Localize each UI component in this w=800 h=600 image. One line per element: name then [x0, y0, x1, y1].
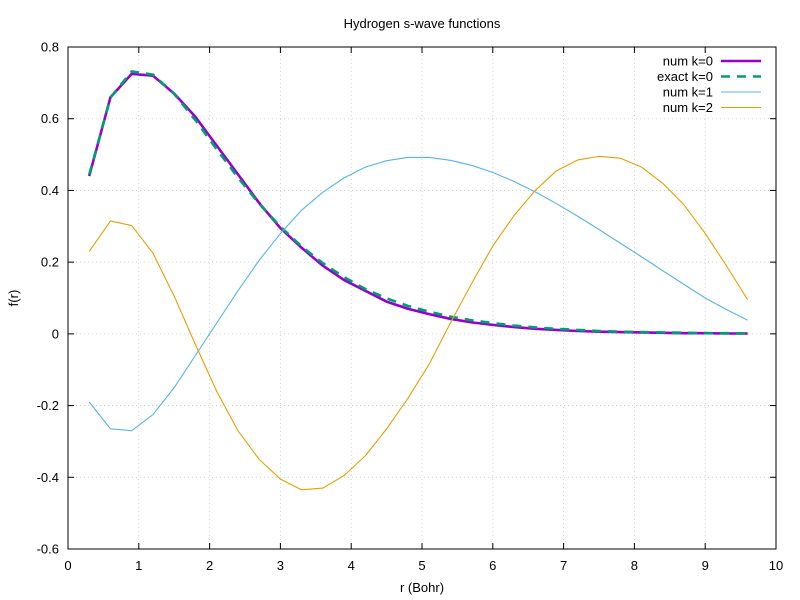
legend-label: num k=0: [663, 54, 713, 69]
x-tick-label: 6: [489, 558, 496, 573]
y-tick-label: -0.6: [37, 542, 59, 557]
x-axis-label: r (Bohr): [400, 580, 444, 595]
x-tick-label: 10: [769, 558, 783, 573]
series-line-3: [88, 156, 748, 432]
y-tick-label: 0: [52, 326, 59, 341]
legend-label: num k=2: [663, 100, 713, 115]
series-line-1: [87, 72, 748, 335]
series-line-2: [87, 70, 748, 335]
axis-ticks: 0 1 2 3 4 5 6 7 8 9 10 -0.6 -0.4 -0.2 0 0.2 0.4 0.6 0.8: [37, 40, 784, 574]
series-line-4: [88, 155, 749, 491]
x-tick-label: 4: [348, 558, 355, 573]
legend-label: exact k=0: [657, 69, 713, 84]
y-tick-label: 0.8: [41, 40, 59, 55]
y-tick-label: 0.4: [41, 183, 59, 198]
chart-title: Hydrogen s-wave functions: [344, 16, 501, 31]
grid-lines: [68, 47, 776, 549]
y-axis-label: f(r): [6, 290, 21, 307]
x-tick-label: 5: [418, 558, 425, 573]
legend-label: num k=1: [663, 85, 713, 100]
y-tick-label: 0.6: [41, 111, 59, 126]
x-tick-label: 7: [560, 558, 567, 573]
x-tick-label: 1: [135, 558, 142, 573]
x-tick-label: 0: [64, 558, 71, 573]
y-tick-label: -0.2: [37, 398, 59, 413]
plot-frame: [67, 46, 777, 550]
series-lines: [87, 70, 749, 491]
x-tick-label: 2: [206, 558, 213, 573]
y-tick-label: -0.4: [37, 470, 59, 485]
x-tick-label: 3: [277, 558, 284, 573]
y-tick-label: 0.2: [41, 255, 59, 270]
x-tick-label: 8: [631, 558, 638, 573]
x-tick-label: 9: [702, 558, 709, 573]
